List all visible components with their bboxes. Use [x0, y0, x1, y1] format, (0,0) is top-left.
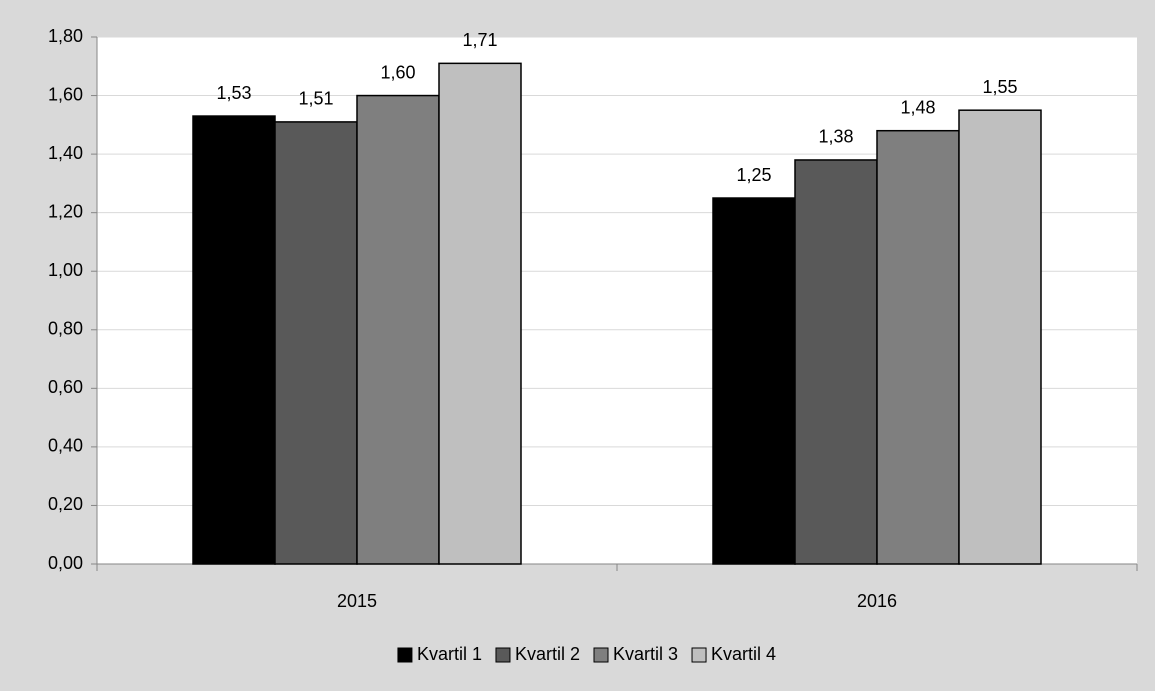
- x-tick-label: 2015: [337, 591, 377, 611]
- legend-label: Kvartil 2: [515, 644, 580, 664]
- legend-swatch: [397, 647, 413, 663]
- y-tick-label: 1,00: [48, 260, 83, 280]
- bar: [876, 129, 960, 565]
- bar: [958, 109, 1042, 565]
- legend-label: Kvartil 1: [417, 644, 482, 664]
- bar: [712, 197, 796, 565]
- data-label: 1,55: [982, 77, 1017, 97]
- y-tick-label: 1,60: [48, 84, 83, 104]
- y-tick-label: 1,20: [48, 201, 83, 221]
- y-tick-label: 0,20: [48, 494, 83, 514]
- y-tick-label: 0,60: [48, 377, 83, 397]
- data-label: 1,25: [736, 165, 771, 185]
- legend-swatch: [495, 647, 511, 663]
- y-tick-label: 1,40: [48, 143, 83, 163]
- data-label: 1,48: [900, 97, 935, 117]
- bar: [794, 159, 878, 565]
- bar: [274, 121, 358, 565]
- data-label: 1,71: [462, 30, 497, 50]
- x-tick-label: 2016: [857, 591, 897, 611]
- y-tick-label: 0,40: [48, 436, 83, 456]
- legend-swatch: [691, 647, 707, 663]
- bar: [192, 115, 276, 565]
- legend-swatch: [593, 647, 609, 663]
- bar: [356, 94, 440, 565]
- legend-label: Kvartil 4: [711, 644, 776, 664]
- y-tick-label: 0,00: [48, 553, 83, 573]
- data-label: 1,51: [298, 89, 333, 109]
- legend-label: Kvartil 3: [613, 644, 678, 664]
- bar: [438, 62, 522, 565]
- data-label: 1,38: [818, 127, 853, 147]
- y-tick-label: 1,80: [48, 26, 83, 46]
- data-label: 1,60: [380, 62, 415, 82]
- y-tick-label: 0,80: [48, 319, 83, 339]
- data-label: 1,53: [216, 83, 251, 103]
